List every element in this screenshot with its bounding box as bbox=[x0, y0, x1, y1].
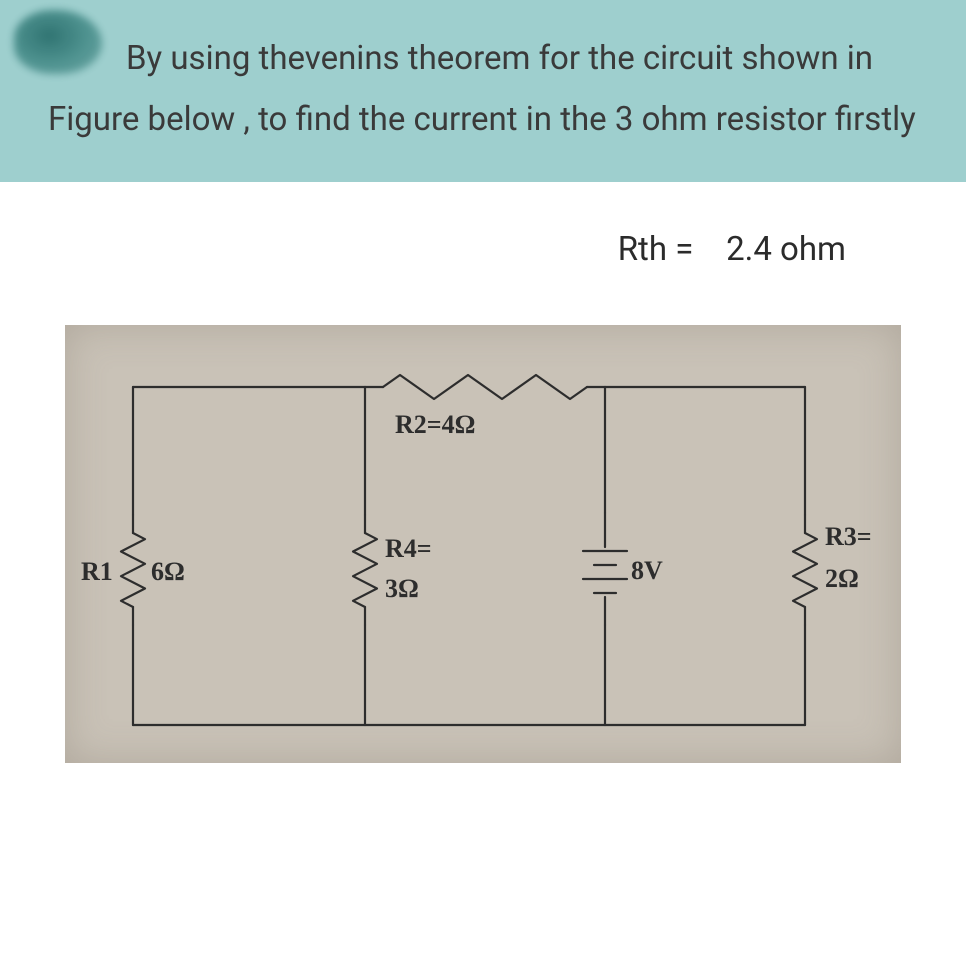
svg-text:2Ω: 2Ω bbox=[825, 564, 859, 593]
svg-text:6Ω: 6Ω bbox=[151, 557, 185, 586]
svg-text:R1: R1 bbox=[81, 557, 113, 586]
question-header: By using thevenins theorem for the circu… bbox=[0, 0, 966, 182]
circuit-svg: R2=4Ω 6Ω R1 R4= 3Ω 8V R3= 2Ω bbox=[65, 325, 901, 763]
rth-answer: Rth = 2.4 ohm bbox=[58, 230, 908, 269]
circuit-labels: R2=4Ω 6Ω R1 R4= 3Ω 8V R3= 2Ω bbox=[81, 410, 872, 603]
logo-smudge bbox=[14, 10, 102, 74]
rth-label: Rth = bbox=[618, 230, 694, 269]
rth-value: 2.4 ohm bbox=[726, 230, 846, 269]
svg-text:R4=: R4= bbox=[385, 534, 432, 563]
svg-text:3Ω: 3Ω bbox=[385, 574, 419, 603]
svg-text:8V: 8V bbox=[631, 556, 663, 585]
svg-text:R2=4Ω: R2=4Ω bbox=[395, 410, 475, 439]
question-text: By using thevenins theorem for the circu… bbox=[48, 28, 918, 150]
answer-area: Rth = 2.4 ohm R2=4Ω 6Ω R1 R4= 3Ω 8V R3= 2Ω bbox=[0, 182, 966, 783]
svg-text:R3=: R3= bbox=[825, 522, 872, 551]
circuit-diagram: R2=4Ω 6Ω R1 R4= 3Ω 8V R3= 2Ω bbox=[65, 325, 901, 763]
